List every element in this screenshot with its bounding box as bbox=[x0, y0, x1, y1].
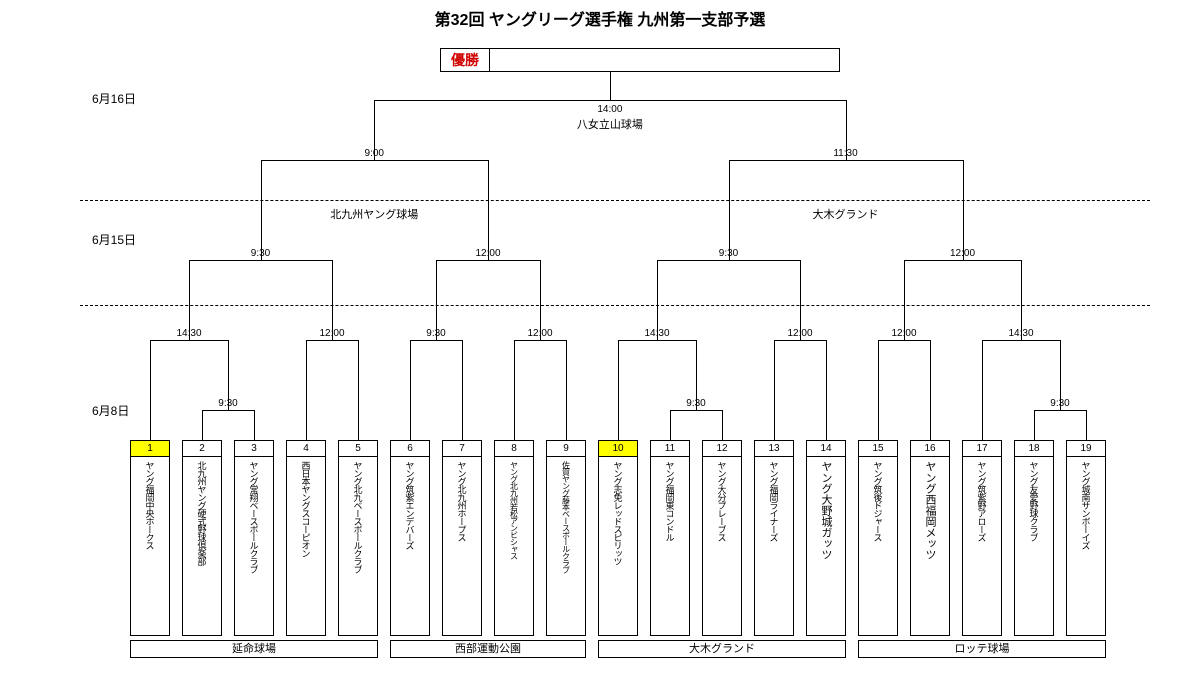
team-slot: 14ヤング大野城ガッツ bbox=[806, 440, 846, 636]
team-name: ヤング友愛野球クラブ bbox=[1015, 457, 1053, 635]
team-name: ヤング福岡中央ホークス bbox=[131, 457, 169, 635]
dashed-divider bbox=[80, 200, 1150, 201]
team-number: 5 bbox=[339, 441, 377, 457]
winner-box bbox=[440, 48, 840, 72]
winner-label-cell: 優勝 bbox=[440, 48, 490, 72]
team-name: ヤング常翔ベースボールクラブ bbox=[235, 457, 273, 635]
team-slot: 2北九州ヤング硬式野球倶楽部 bbox=[182, 440, 222, 636]
team-slot: 7ヤング北九州ホープス bbox=[442, 440, 482, 636]
team-name: ヤング北九ベースボールクラブ bbox=[339, 457, 377, 635]
team-slot: 8ヤング北九州若松アンビシャス bbox=[494, 440, 534, 636]
team-slot: 13ヤング福岡ライナーズ bbox=[754, 440, 794, 636]
venue-label: 北九州ヤング球場 bbox=[324, 206, 424, 222]
team-number: 7 bbox=[443, 441, 481, 457]
team-number: 18 bbox=[1015, 441, 1053, 457]
venue-box: 延命球場 bbox=[130, 640, 378, 658]
team-number: 6 bbox=[391, 441, 429, 457]
team-number: 19 bbox=[1067, 441, 1105, 457]
team-name: ヤング福岡東コンドル bbox=[651, 457, 689, 635]
team-slot: 5ヤング北九ベースボールクラブ bbox=[338, 440, 378, 636]
team-name: 佐賀ヤング藤本ベースボールクラブ bbox=[547, 457, 585, 635]
venue-box: 西部運動公園 bbox=[390, 640, 586, 658]
team-number: 16 bbox=[911, 441, 949, 457]
team-name: 北九州ヤング硬式野球倶楽部 bbox=[183, 457, 221, 635]
team-number: 14 bbox=[807, 441, 845, 457]
team-name: ヤング筑後ドジャース bbox=[859, 457, 897, 635]
team-number: 11 bbox=[651, 441, 689, 457]
venue-box: 大木グランド bbox=[598, 640, 846, 658]
time-label: 14:00 bbox=[592, 104, 628, 115]
team-number: 8 bbox=[495, 441, 533, 457]
team-slot: 19ヤング城南サンボーイズ bbox=[1066, 440, 1106, 636]
team-name: 西日本ヤングスコーピオン bbox=[287, 457, 325, 635]
team-number: 17 bbox=[963, 441, 1001, 457]
date-label: 6月8日 bbox=[92, 402, 129, 419]
team-name: ヤング北九州若松アンビシャス bbox=[495, 457, 533, 635]
team-slot: 12ヤング大分プレーブス bbox=[702, 440, 742, 636]
team-number: 4 bbox=[287, 441, 325, 457]
team-slot: 1ヤング福岡中央ホークス bbox=[130, 440, 170, 636]
date-label: 6月16日 bbox=[92, 90, 136, 107]
venue-box: ロッテ球場 bbox=[858, 640, 1106, 658]
team-name: ヤング福岡ライナーズ bbox=[755, 457, 793, 635]
team-name: ヤング志免レッドスピリッツ bbox=[599, 457, 637, 635]
team-name: ヤング大野城ガッツ bbox=[807, 457, 845, 635]
team-name: ヤング西福岡メッツ bbox=[911, 457, 949, 635]
team-number: 1 bbox=[131, 441, 169, 457]
team-name: ヤング城南サンボーイズ bbox=[1067, 457, 1105, 635]
team-name: ヤング筑紫野アローズ bbox=[963, 457, 1001, 635]
team-number: 2 bbox=[183, 441, 221, 457]
team-number: 12 bbox=[703, 441, 741, 457]
team-number: 3 bbox=[235, 441, 273, 457]
team-number: 15 bbox=[859, 441, 897, 457]
team-slot: 16ヤング西福岡メッツ bbox=[910, 440, 950, 636]
team-name: ヤング筑紫エンデバーズ bbox=[391, 457, 429, 635]
team-slot: 6ヤング筑紫エンデバーズ bbox=[390, 440, 430, 636]
venue-label: 八女立山球場 bbox=[570, 116, 650, 132]
team-slot: 11ヤング福岡東コンドル bbox=[650, 440, 690, 636]
team-number: 13 bbox=[755, 441, 793, 457]
chart-title: 第32回 ヤングリーグ選手権 九州第一支部予選 bbox=[0, 6, 1200, 30]
team-slot: 17ヤング筑紫野アローズ bbox=[962, 440, 1002, 636]
team-slot: 9佐賀ヤング藤本ベースボールクラブ bbox=[546, 440, 586, 636]
team-name: ヤング大分プレーブス bbox=[703, 457, 741, 635]
team-slot: 4西日本ヤングスコーピオン bbox=[286, 440, 326, 636]
team-slot: 10ヤング志免レッドスピリッツ bbox=[598, 440, 638, 636]
venue-label: 大木グランド bbox=[796, 206, 896, 222]
team-slot: 18ヤング友愛野球クラブ bbox=[1014, 440, 1054, 636]
team-name: ヤング北九州ホープス bbox=[443, 457, 481, 635]
team-slot: 3ヤング常翔ベースボールクラブ bbox=[234, 440, 274, 636]
team-number: 10 bbox=[599, 441, 637, 457]
dashed-divider bbox=[80, 305, 1150, 306]
date-label: 6月15日 bbox=[92, 231, 136, 248]
team-number: 9 bbox=[547, 441, 585, 457]
team-slot: 15ヤング筑後ドジャース bbox=[858, 440, 898, 636]
